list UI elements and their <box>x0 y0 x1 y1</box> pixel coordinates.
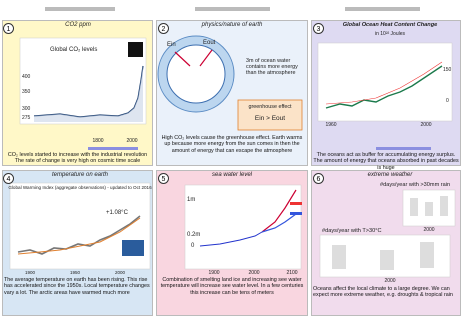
caption: Oceans affect the local climate to a lar… <box>313 286 459 299</box>
chart-box <box>185 185 301 269</box>
chart-title: Global CO₂ levels <box>50 47 97 53</box>
earth <box>167 45 225 103</box>
x-label: 2100 <box>286 270 297 276</box>
caption: The oceans act as buffer for accumulatin… <box>313 152 459 171</box>
panel-title: physics/nature of earth <box>202 22 263 28</box>
x-label: 1900 <box>25 270 35 276</box>
caption: CO₂ levels started to increase with the … <box>4 152 151 165</box>
x-label: 2000 <box>126 138 137 144</box>
y-label: 400 <box>22 74 30 80</box>
x-label: 1800 <box>92 138 103 144</box>
panel-title: extreme weather <box>368 172 413 178</box>
box-plot <box>420 242 434 268</box>
panel-title: CO2 ppm <box>65 22 91 28</box>
box-plot <box>440 196 448 216</box>
x-label: 2000 <box>384 278 395 284</box>
y-label: 1m <box>187 197 195 203</box>
x-label: 1960 <box>325 122 336 128</box>
panel-number: 6 <box>313 173 324 184</box>
box-plot <box>425 202 433 216</box>
y-label: 0 <box>191 243 194 249</box>
icon <box>128 42 143 57</box>
annotation: +1.08°C <box>106 210 128 216</box>
x-label: 2000 <box>115 270 125 276</box>
x-label: 2000 <box>420 122 431 128</box>
note: 3m of ocean water contains more energy t… <box>246 58 304 76</box>
marker <box>290 202 302 205</box>
box-plot <box>380 250 394 270</box>
x-label: 2000 <box>423 227 434 233</box>
y-label: 0.2m <box>187 232 200 238</box>
caption: High CO₂ levels cause the greenhouse eff… <box>158 135 306 154</box>
caption: Combination of smelting land ice and inc… <box>158 277 306 296</box>
x-label: 2000 <box>248 270 259 276</box>
x-label: 1950 <box>70 270 80 276</box>
y-label: 0 <box>446 98 449 104</box>
panel-number: 5 <box>158 173 169 184</box>
box-formula: Ein > Eout <box>255 116 285 122</box>
header-bar <box>345 7 420 11</box>
header-bar <box>195 7 270 11</box>
marker <box>290 212 302 215</box>
y-label: 150 <box>443 67 451 73</box>
label: Ein <box>167 42 176 48</box>
progress-bar <box>88 147 138 150</box>
box-plot <box>410 198 418 216</box>
box-plot <box>332 245 346 269</box>
label: #days/year with >30mm rain <box>380 182 450 188</box>
chart-box <box>318 43 452 121</box>
subtitle: in 10²² Joules <box>375 31 405 37</box>
panel-number: 2 <box>158 23 169 34</box>
slide: 1 CO2 ppm Global CO₂ levels 400 350 300 … <box>0 0 463 318</box>
x-label: 1900 <box>208 270 219 276</box>
panel-number: 1 <box>3 23 14 34</box>
chart-title: Global Warming Index (aggregate observat… <box>8 185 151 191</box>
y-label: 350 <box>22 89 30 95</box>
caption: The average temperature on earth has bee… <box>4 277 151 296</box>
panel-number: 3 <box>313 23 324 34</box>
label: Eout <box>203 40 215 46</box>
panel-title: Global Ocean Heat Content Change <box>343 22 438 28</box>
y-label: 300 <box>22 106 30 112</box>
box-title: greenhouse effect <box>248 104 291 110</box>
progress-bar <box>376 147 431 150</box>
panel-title: sea water level <box>212 172 252 178</box>
logo <box>122 240 144 256</box>
label: #days/year with T>30°C <box>322 228 382 234</box>
panel-number: 4 <box>3 173 14 184</box>
header-bar <box>45 7 115 11</box>
panel-title: temperature on earth <box>52 172 108 178</box>
y-label: 275 <box>22 115 30 121</box>
